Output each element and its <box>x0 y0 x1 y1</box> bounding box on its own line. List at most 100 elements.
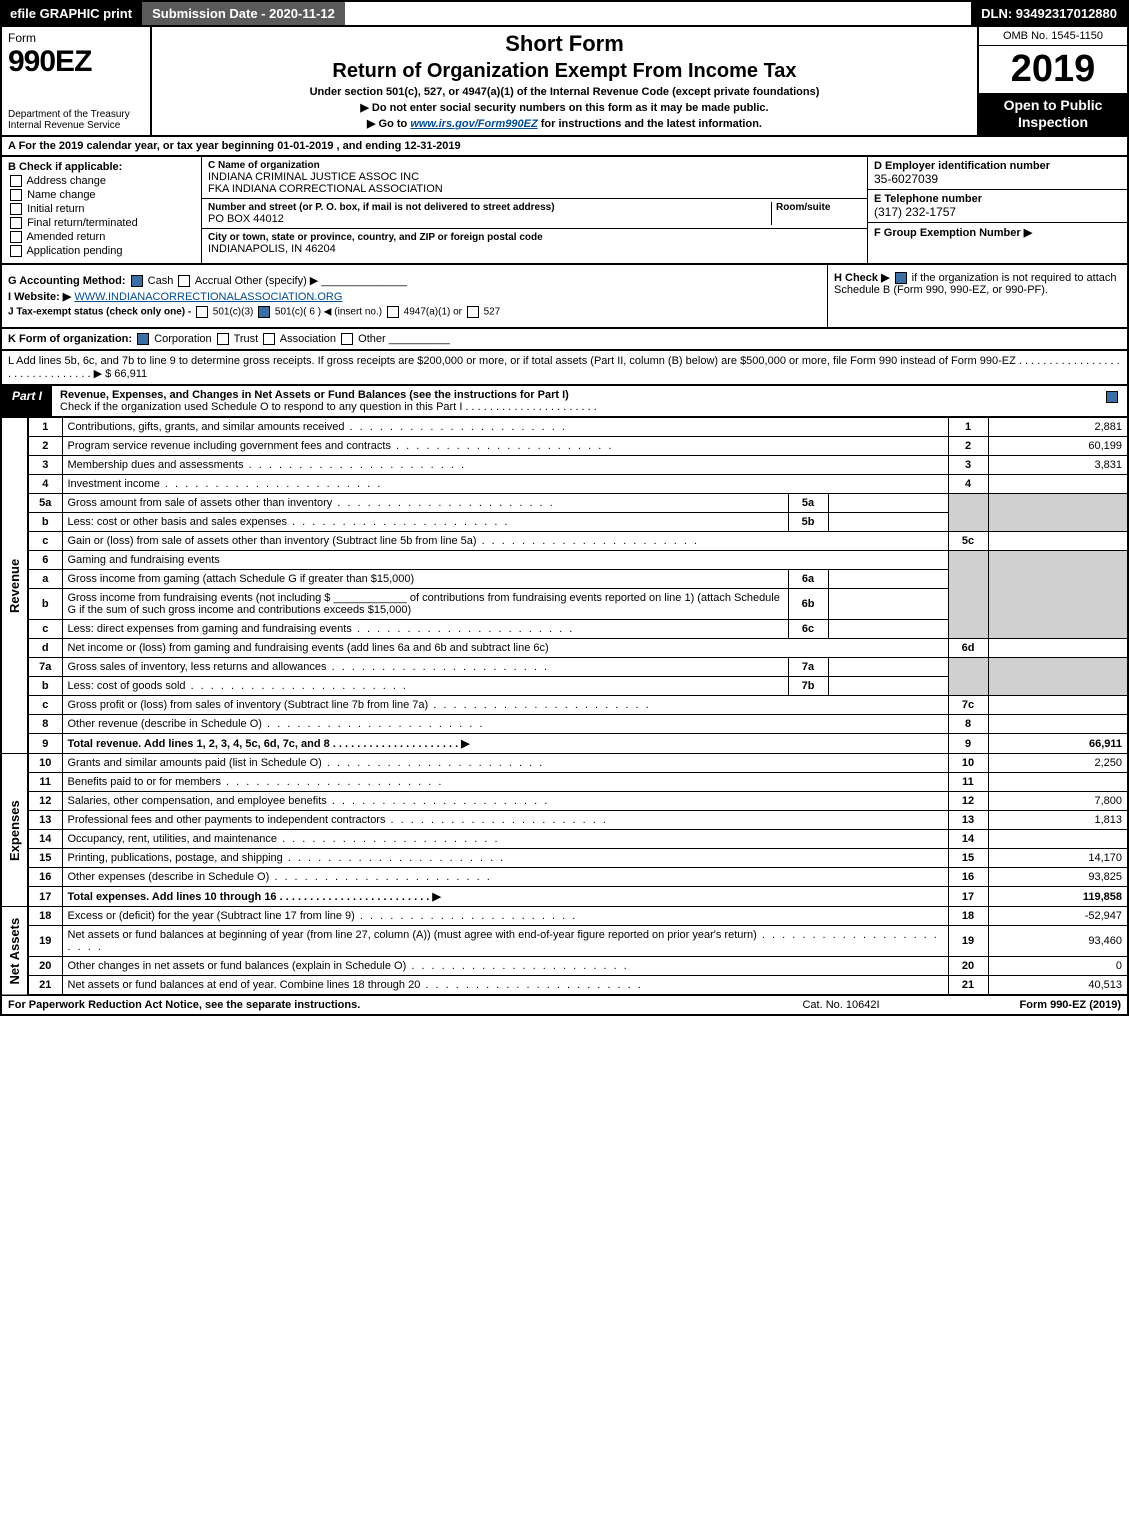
omb-number: OMB No. 1545-1150 <box>979 27 1127 46</box>
line-amount: 93,825 <box>988 868 1128 887</box>
g-cash: Cash <box>148 275 174 287</box>
line-num: 7a <box>28 658 62 677</box>
table-row: c Gain or (loss) from sale of assets oth… <box>1 532 1128 551</box>
chk-address-change[interactable]: Address change <box>8 175 195 187</box>
form-word: Form <box>8 31 36 45</box>
line-num: c <box>28 696 62 715</box>
line-ref: 9 <box>948 734 988 754</box>
chk-501c-icon[interactable] <box>258 306 270 318</box>
line-num: 16 <box>28 868 62 887</box>
top-bar: efile GRAPHIC print Submission Date - 20… <box>0 0 1129 25</box>
sub-amount <box>828 513 948 532</box>
line-desc: Gross income from gaming (attach Schedul… <box>62 570 788 589</box>
chk-trust-icon[interactable] <box>217 333 229 345</box>
line-desc: Professional fees and other payments to … <box>62 811 948 830</box>
line-ref: 18 <box>948 907 988 926</box>
room-label: Room/suite <box>776 202 830 213</box>
chk-application-pending[interactable]: Application pending <box>8 245 195 257</box>
k-trust: Trust <box>234 333 259 345</box>
title-short-form: Short Form <box>160 31 969 57</box>
line-amount: 7,800 <box>988 792 1128 811</box>
row-a-tax-year: A For the 2019 calendar year, or tax yea… <box>0 137 1129 157</box>
city-value: INDIANAPOLIS, IN 46204 <box>208 243 336 255</box>
subtitle-section: Under section 501(c), 527, or 4947(a)(1)… <box>160 86 969 98</box>
chk-final-return[interactable]: Final return/terminated <box>8 217 195 229</box>
header-left: Form 990EZ Department of the Treasury In… <box>2 27 152 135</box>
table-row: 16 Other expenses (describe in Schedule … <box>1 868 1128 887</box>
chk-527-icon[interactable] <box>467 306 479 318</box>
chk-assoc-icon[interactable] <box>263 333 275 345</box>
line-amount: 0 <box>988 957 1128 976</box>
chk-amended-return[interactable]: Amended return <box>8 231 195 243</box>
line-num: c <box>28 620 62 639</box>
grey-cell <box>948 658 988 696</box>
line-desc: Occupancy, rent, utilities, and maintena… <box>62 830 948 849</box>
irs-link[interactable]: www.irs.gov/Form990EZ <box>410 118 537 130</box>
line-amount: 14,170 <box>988 849 1128 868</box>
tax-year: 2019 <box>979 46 1127 93</box>
cell-city: City or town, state or province, country… <box>202 229 867 258</box>
line-ref: 19 <box>948 926 988 957</box>
row-l: L Add lines 5b, 6c, and 7b to line 9 to … <box>0 351 1129 386</box>
line-desc: Excess or (deficit) for the year (Subtra… <box>62 907 948 926</box>
part1-check-icon[interactable] <box>1106 391 1118 403</box>
line-desc: Total revenue. Add lines 1, 2, 3, 4, 5c,… <box>62 734 948 754</box>
chk-initial-return[interactable]: Initial return <box>8 203 195 215</box>
table-row: Revenue 1 Contributions, gifts, grants, … <box>1 418 1128 437</box>
lines-table: Revenue 1 Contributions, gifts, grants, … <box>0 417 1129 996</box>
chk-4947-icon[interactable] <box>387 306 399 318</box>
chk-sched-b-icon[interactable] <box>895 272 907 284</box>
line-desc: Salaries, other compensation, and employ… <box>62 792 948 811</box>
table-row: 14 Occupancy, rent, utilities, and maint… <box>1 830 1128 849</box>
line-amount <box>988 475 1128 494</box>
title-return: Return of Organization Exempt From Incom… <box>160 60 969 83</box>
line-desc: Membership dues and assessments <box>62 456 948 475</box>
ein-value: 35-6027039 <box>874 172 938 186</box>
chk-501c3-icon[interactable] <box>196 306 208 318</box>
org-fka-value: FKA INDIANA CORRECTIONAL ASSOCIATION <box>208 183 443 195</box>
meta-right: H Check ▶ if the organization is not req… <box>827 265 1127 327</box>
line-amount: -52,947 <box>988 907 1128 926</box>
lbl-name-change: Name change <box>27 189 96 201</box>
cell-phone: E Telephone number (317) 232-1757 <box>868 190 1127 223</box>
grey-cell <box>988 658 1128 696</box>
column-d: D Employer identification number 35-6027… <box>867 157 1127 264</box>
line-ref: 2 <box>948 437 988 456</box>
line-desc: Printing, publications, postage, and shi… <box>62 849 948 868</box>
line-amount <box>988 773 1128 792</box>
chk-name-change[interactable]: Name change <box>8 189 195 201</box>
line-amount: 2,250 <box>988 754 1128 773</box>
line-num: 4 <box>28 475 62 494</box>
website-link[interactable]: WWW.INDIANACORRECTIONALASSOCIATION.ORG <box>74 291 342 303</box>
col-b-header: B Check if applicable: <box>8 161 195 173</box>
l-text: L Add lines 5b, 6c, and 7b to line 9 to … <box>8 355 1120 380</box>
chk-corp-icon[interactable] <box>137 333 149 345</box>
table-row: 9 Total revenue. Add lines 1, 2, 3, 4, 5… <box>1 734 1128 754</box>
table-row: c Gross profit or (loss) from sales of i… <box>1 696 1128 715</box>
line-amount <box>988 830 1128 849</box>
subtitle-goto: ▶ Go to www.irs.gov/Form990EZ for instru… <box>160 117 969 130</box>
meta-block: G Accounting Method: Cash Accrual Other … <box>0 265 1129 329</box>
checkbox-accrual-icon[interactable] <box>178 275 190 287</box>
checkbox-icon <box>10 175 22 187</box>
line-desc: Program service revenue including govern… <box>62 437 948 456</box>
line-num: b <box>28 513 62 532</box>
efile-label[interactable]: efile GRAPHIC print <box>2 2 140 25</box>
line-num: 11 <box>28 773 62 792</box>
topbar-spacer <box>345 2 971 25</box>
checkbox-cash-icon[interactable] <box>131 275 143 287</box>
footer-paperwork: For Paperwork Reduction Act Notice, see … <box>8 999 741 1011</box>
line-num: 13 <box>28 811 62 830</box>
l-value: $ 66,911 <box>105 368 147 380</box>
table-row: 20 Other changes in net assets or fund b… <box>1 957 1128 976</box>
chk-other-icon[interactable] <box>341 333 353 345</box>
line-num: 8 <box>28 715 62 734</box>
line-num: 18 <box>28 907 62 926</box>
form-header: Form 990EZ Department of the Treasury In… <box>0 25 1129 137</box>
sub-ref: 6b <box>788 589 828 620</box>
table-row: 11 Benefits paid to or for members 11 <box>1 773 1128 792</box>
header-center: Short Form Return of Organization Exempt… <box>152 27 977 135</box>
line-ref: 3 <box>948 456 988 475</box>
line-num: 5a <box>28 494 62 513</box>
line-num: 19 <box>28 926 62 957</box>
